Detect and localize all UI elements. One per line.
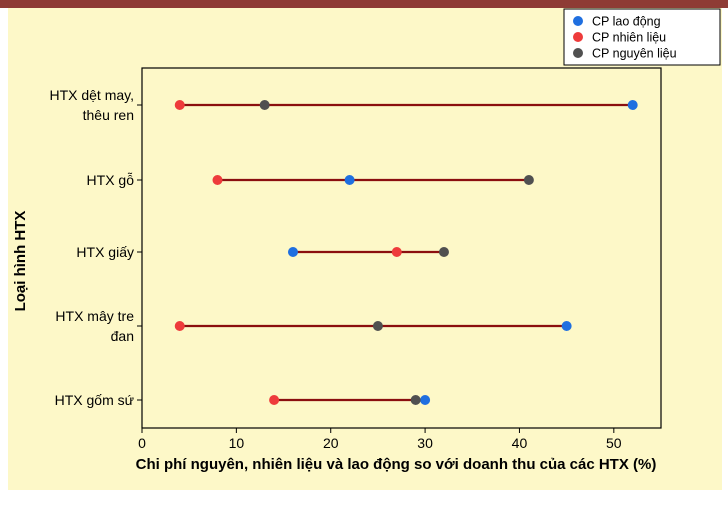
legend: CP lao động CP nhiên liệu CP nguyên liệu [563, 8, 721, 66]
category-label-line: HTX gỗ [87, 172, 135, 188]
point-nhien-lieu [269, 395, 280, 405]
x-tick-label: 0 [138, 435, 146, 451]
point-lao-dong [561, 321, 572, 331]
y-axis-title: Loại hình HTX [12, 211, 29, 312]
point-lao-dong [287, 247, 298, 257]
point-lao-dong [627, 100, 638, 110]
point-nguyen-lieu [438, 247, 449, 257]
plot-frame [141, 67, 662, 429]
category-label: HTX gỗ [87, 172, 135, 188]
category-label: HTX gốm sứ [55, 392, 134, 408]
point-nhien-lieu [174, 321, 185, 331]
category-label: HTX dệt may, thêu ren [49, 87, 134, 123]
point-nhien-lieu [174, 100, 185, 110]
category-label-line: HTX gốm sứ [55, 392, 134, 408]
top-border-bar [0, 0, 728, 8]
x-axis-ticks: 0 10 20 30 40 50 [138, 428, 622, 451]
legend-label: CP nhiên liệu [592, 31, 666, 45]
category-label-line: HTX giấy [76, 244, 134, 260]
category-label-line: HTX dệt may, [49, 87, 134, 103]
x-tick-label: 40 [512, 435, 528, 451]
category-labels: HTX dệt may, thêu ren HTX gỗ HTX giấy HTX mâ… [49, 87, 134, 408]
point-nguyen-lieu [523, 175, 534, 185]
point-nhien-lieu [212, 175, 223, 185]
legend-box [563, 8, 721, 66]
point-nguyen-lieu [372, 321, 383, 331]
legend-label: CP nguyên liệu [592, 47, 677, 61]
point-nguyen-lieu [259, 100, 270, 110]
x-tick-label: 50 [606, 435, 622, 451]
x-tick-label: 30 [417, 435, 433, 451]
legend-marker [573, 16, 583, 26]
point-lao-dong [420, 395, 431, 405]
point-nhien-lieu [391, 247, 402, 257]
category-label: HTX giấy [76, 244, 134, 260]
dumbbell-chart: HTX dệt may, thêu ren HTX gỗ HTX giấy HTX mâ… [8, 8, 722, 490]
point-nguyen-lieu [410, 395, 421, 405]
legend-label: CP lao động [592, 15, 661, 29]
x-axis-title: Chi phí nguyên, nhiên liệu và lao động s… [136, 456, 657, 473]
legend-marker [573, 48, 583, 58]
plot-area [137, 67, 662, 429]
chart-container: HTX dệt may, thêu ren HTX gỗ HTX giấy HTX mâ… [8, 8, 722, 516]
point-lao-dong [344, 175, 355, 185]
category-label-line: HTX mây tre [55, 308, 134, 324]
legend-marker [573, 32, 583, 42]
category-label: HTX mây tre đan [55, 308, 134, 344]
category-label-line: đan [111, 328, 134, 344]
x-tick-label: 20 [323, 435, 339, 451]
category-label-line: thêu ren [83, 107, 134, 123]
x-tick-label: 10 [229, 435, 245, 451]
